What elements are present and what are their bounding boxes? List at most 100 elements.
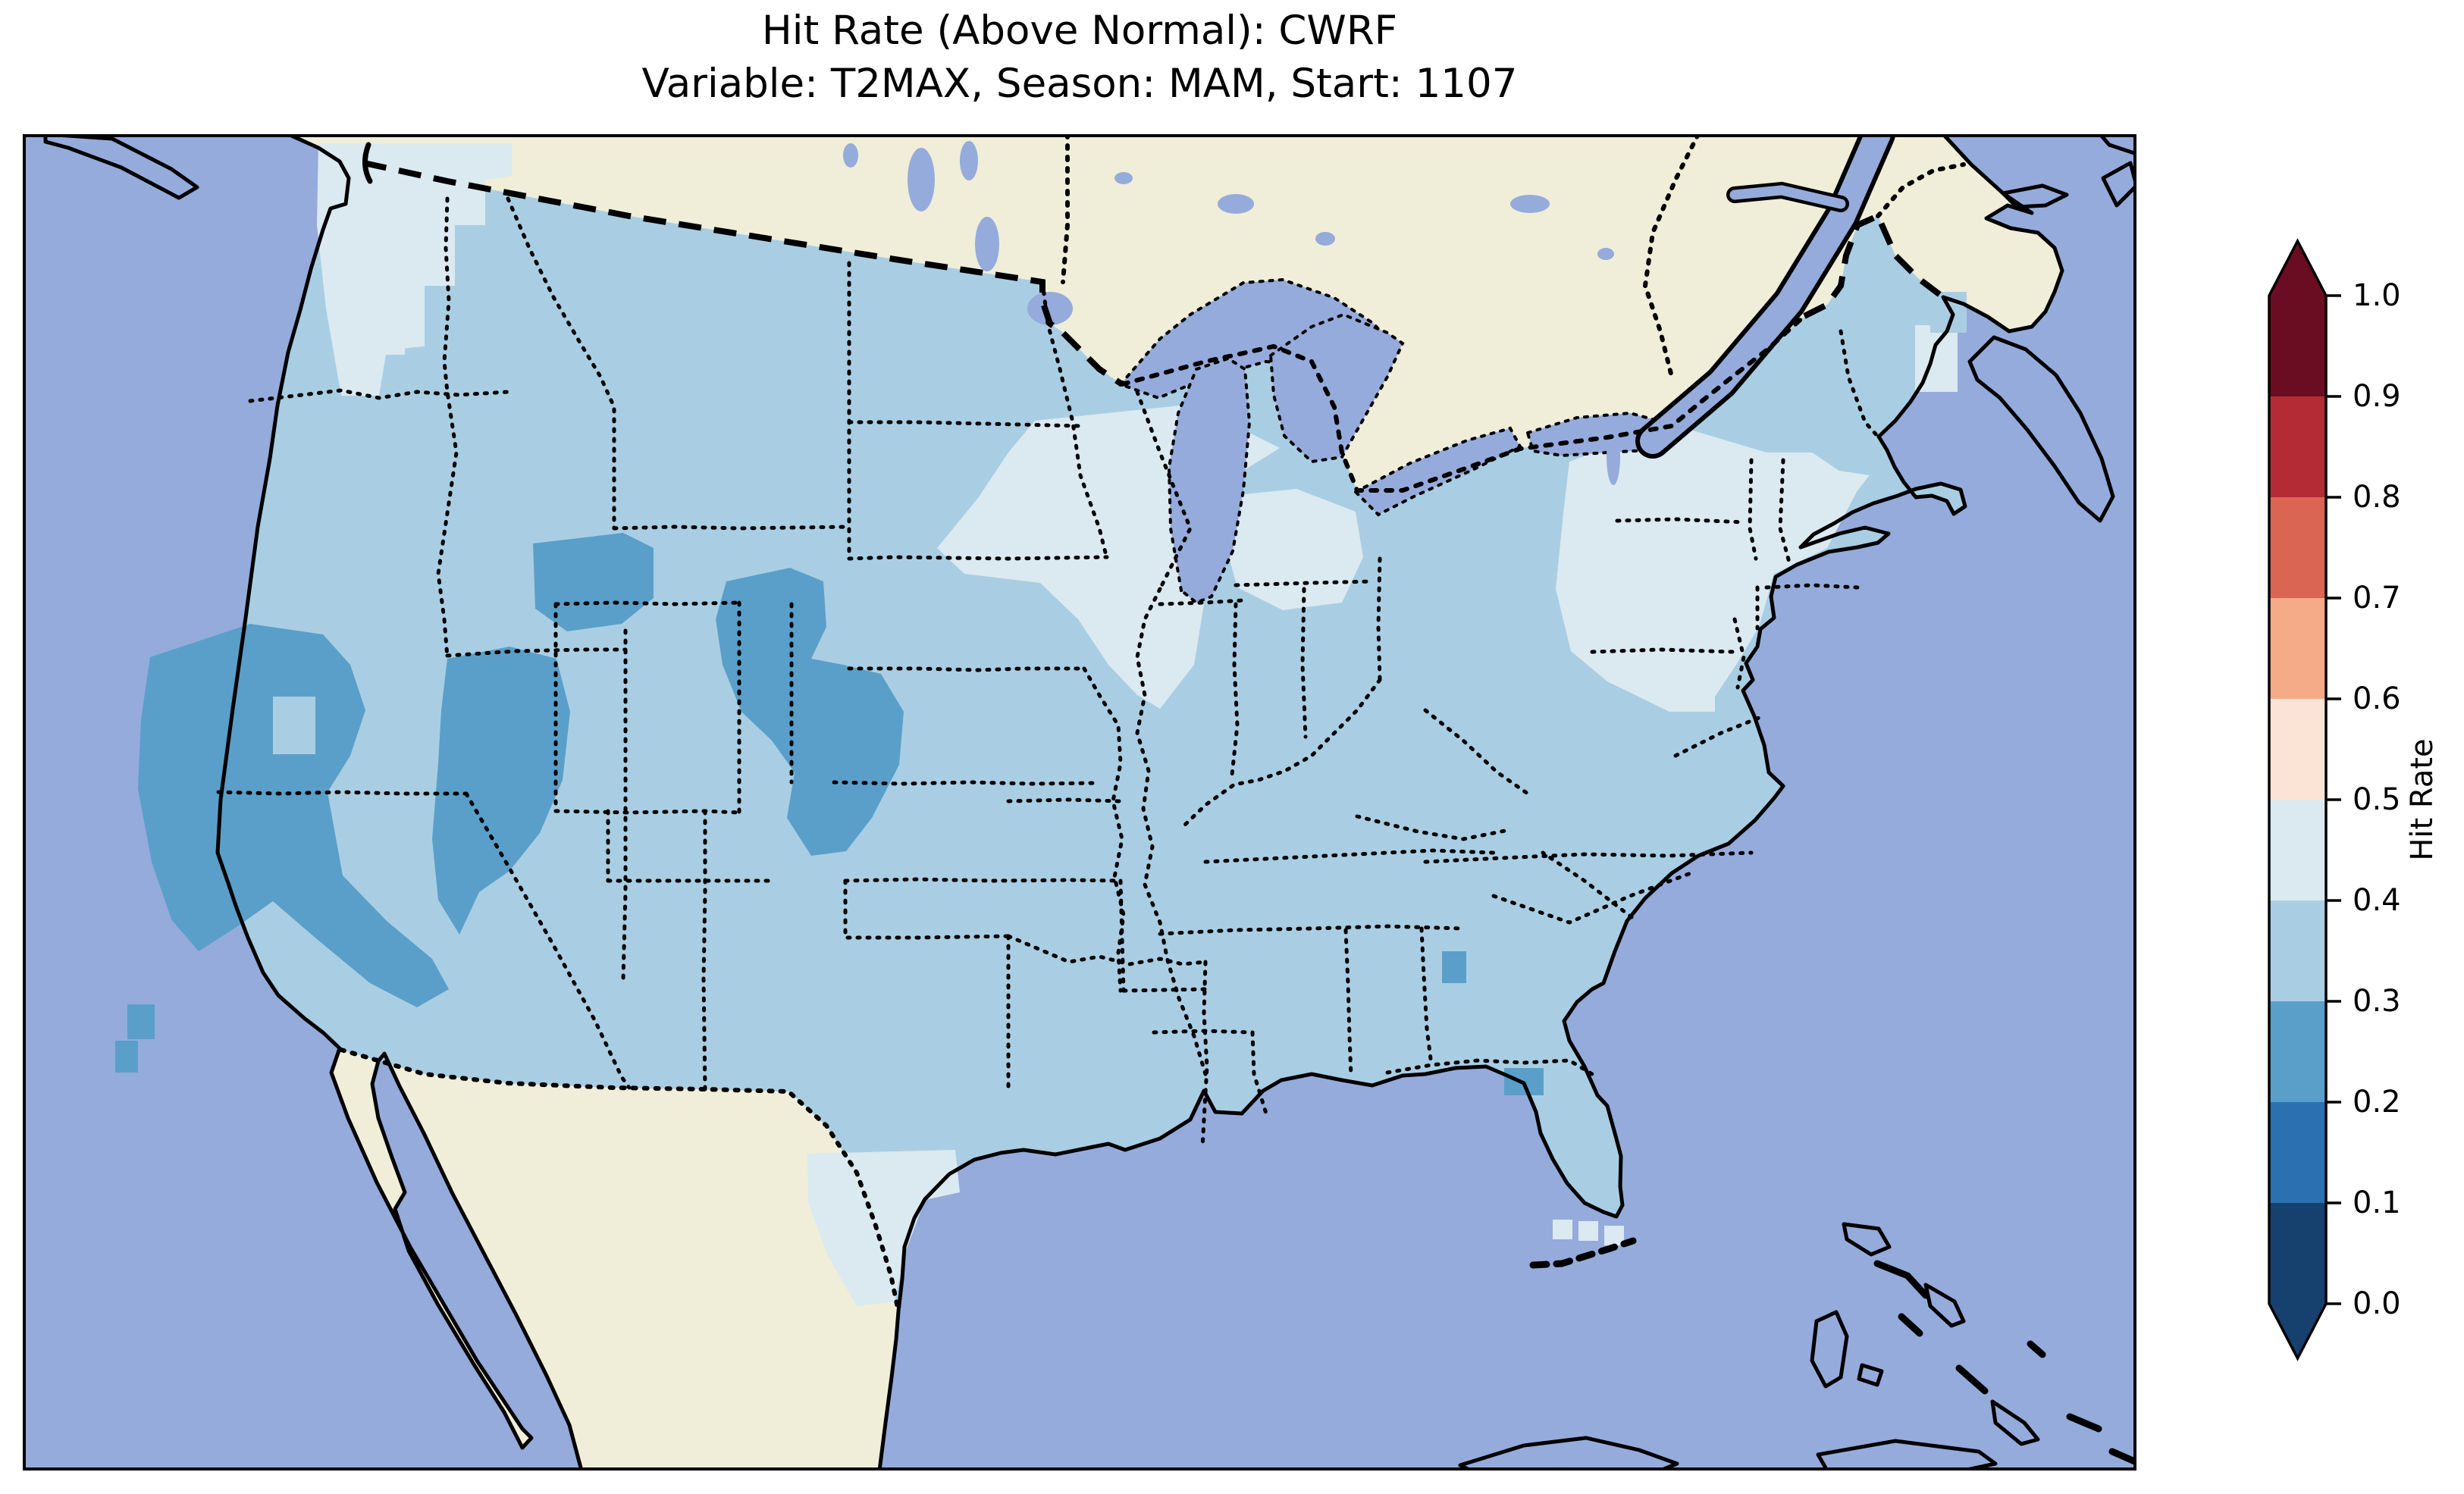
country-borders: [339, 134, 1966, 1314]
state-border-id-mt: [506, 196, 616, 531]
state-border-va-md: [1673, 716, 1761, 758]
colorbar-over-arrow: [2269, 241, 2326, 296]
state-border-wv-va: [1423, 708, 1530, 796]
conus-hit-rate-base: [218, 163, 1965, 1311]
colorbar-svg: 1.0 0.9 0.8 0.7 0.6 0.5 0.4 0.3 0.2 0.1 …: [2268, 238, 2401, 1361]
state-border-mn-wi: [1135, 390, 1193, 591]
cb-seg-0.8-0.9: [2269, 396, 2326, 497]
colorbar-under-arrow: [2269, 1304, 2326, 1358]
patch-central-utah: [432, 647, 570, 935]
canada-lake: [1597, 248, 1614, 260]
coastline: [215, 134, 2064, 1471]
state-border-ne-ks: [832, 780, 1102, 786]
canada-lake: [975, 217, 999, 271]
patch-nevada-east-california: [138, 624, 449, 1007]
canada-lake: [960, 141, 978, 180]
patch-cell-norcal-coast-2: [115, 1041, 138, 1073]
nova-scotia: [1967, 335, 2115, 523]
patch-lower-michigan: [1222, 489, 1363, 610]
state-border-red-river: [1006, 934, 1208, 966]
state-border-ok-panhandle: [843, 879, 1011, 940]
bahamas-new-providence: [1857, 1363, 1884, 1387]
canada-lake: [843, 143, 858, 168]
state-border-ms-la: [1250, 1030, 1268, 1116]
canada-lake: [1114, 172, 1133, 184]
lake-huron: [1268, 312, 1405, 464]
tick-label: 0.3: [2353, 984, 2401, 1019]
tick-label: 0.9: [2353, 379, 2401, 414]
bahamas-cay: [2027, 1340, 2046, 1358]
canada-province-border-ontario-quebec: [1642, 134, 1701, 379]
patch-northeast: [1556, 430, 1870, 712]
colorbar: 1.0 0.9 0.8 0.7 0.6 0.5 0.4 0.3 0.2 0.1 …: [2240, 220, 2439, 1402]
ottawa-river-water: [1729, 185, 1846, 209]
bahamas-eleuthera: [1923, 1283, 1966, 1328]
state-border-wy-south: [553, 809, 741, 815]
canada-province-border: [1061, 134, 1070, 284]
state-border-sd-ne: [847, 666, 1086, 672]
colorbar-tick-labels: 1.0 0.9 0.8 0.7 0.6 0.5 0.4 0.3 0.2 0.1 …: [2353, 278, 2401, 1321]
cape-breton-island: [2101, 161, 2136, 208]
patch-cell-blue-mtns: [379, 329, 405, 355]
state-border-az-nm: [701, 809, 707, 1092]
bahamas-cay: [2066, 1413, 2102, 1433]
cb-seg-0.5-0.6: [2269, 699, 2326, 800]
cuba-east: [1816, 1439, 1998, 1471]
state-border-nj-pa: [1732, 617, 1746, 690]
tick-label: 1.0: [2353, 278, 2401, 313]
quebec-nb-border: [1876, 162, 1966, 218]
st-lawrence-water: [1640, 134, 1891, 454]
state-border-al-ga: [1419, 926, 1434, 1067]
state-border-id-south: [445, 647, 628, 658]
state-border-wy-north: [553, 600, 741, 606]
map-axes: [23, 134, 2136, 1471]
cb-seg-0.4-0.5: [2269, 800, 2326, 900]
tick-label: 0.4: [2353, 883, 2401, 918]
state-border-oh-pa: [1376, 556, 1382, 682]
tick-label: 0.2: [2353, 1085, 2401, 1120]
state-border-mn-west: [1040, 280, 1109, 561]
state-border-ky-va: [1355, 814, 1511, 841]
hit-rate-map-svg: [23, 134, 2136, 1471]
florida-keys: [1529, 1237, 1637, 1269]
turks-cay: [2108, 1448, 2136, 1466]
colorbar-axis-label: Hit Rate: [2405, 738, 2440, 861]
state-border-vt-nh: [1778, 458, 1792, 565]
figure-title: Hit Rate (Above Normal): CWRF Variable: …: [23, 5, 2136, 111]
cb-seg-0.1-0.2: [2269, 1102, 2326, 1203]
state-border-mississippi-river: [1135, 587, 1208, 1076]
state-border-ks-ok: [843, 877, 1123, 883]
canada-lake: [1218, 194, 1254, 214]
patch-cell-norcal-coast-1: [127, 1004, 155, 1039]
tick-label: 0.0: [2353, 1286, 2401, 1321]
state-border-mt-south: [612, 525, 851, 531]
bahamas-andros: [1810, 1310, 1849, 1389]
state-border-nd-sd: [847, 420, 1083, 428]
state-border-va-nc: [1423, 850, 1754, 864]
us-canada-border-lakes: [1120, 314, 1807, 493]
bahamas-long-island: [1990, 1399, 2040, 1446]
lake-michigan: [1167, 356, 1252, 605]
patch-south-texas: [807, 1150, 960, 1306]
patch-sw-montana: [533, 533, 654, 631]
notch-in-nevada-patch: [273, 697, 315, 754]
state-border-ny-vt: [1748, 458, 1758, 561]
canada-lake: [1510, 195, 1550, 213]
state-border-ga-fl: [1385, 1058, 1594, 1076]
bahamas-grand-bahama: [1842, 1222, 1892, 1257]
lake-of-the-woods: [1027, 292, 1073, 325]
bahamas-cay: [1873, 1260, 1930, 1299]
state-border-ar-mo: [1121, 987, 1208, 993]
state-border-nv-ut-az: [621, 628, 628, 982]
state-border-ok-ar: [1118, 879, 1126, 993]
title-line-2: Variable: T2MAX, Season: MAM, Start: 110…: [641, 60, 1518, 107]
lakes-group: [362, 141, 1770, 605]
prince-edward-island: [2001, 183, 2069, 209]
vancouver-island: [43, 134, 199, 200]
state-border-il-in: [1230, 602, 1240, 777]
tick-label: 0.7: [2353, 581, 2401, 615]
map-frame: [23, 134, 2136, 1471]
cb-seg-0.6-0.7: [2269, 598, 2326, 699]
canada-lake: [908, 148, 935, 211]
